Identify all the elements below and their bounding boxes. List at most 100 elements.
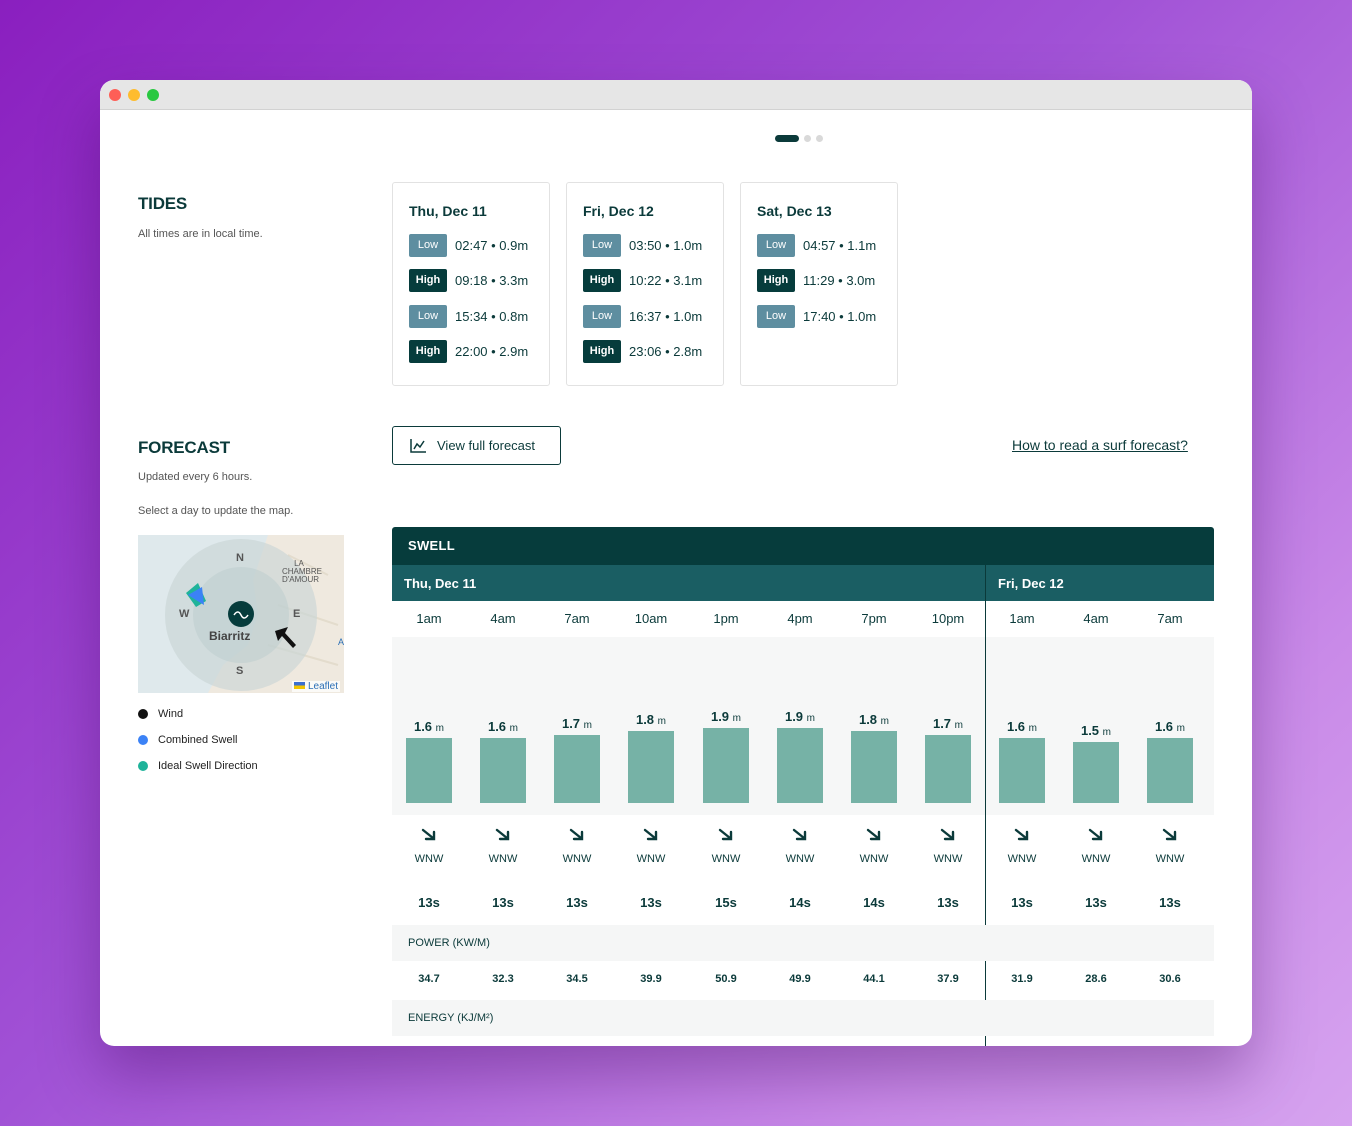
direction-arrow-icon [614,827,688,848]
forecast-updated: Updated every 6 hours. [138,471,253,483]
period-label: 13s [1085,895,1107,910]
view-full-forecast-label: View full forecast [437,438,536,453]
direction-arrow-icon [540,827,614,848]
tide-type-badge: Low [757,233,795,257]
carousel-pager [775,135,823,142]
hour-label: 4pm [787,611,813,626]
tide-time-height: 22:00 • 2.9m [455,344,529,359]
pager-dot[interactable] [804,135,811,142]
hour-label: 1am [1009,611,1035,626]
tide-time-height: 10:22 • 3.1m [629,273,703,288]
direction-label: WNW [1155,853,1185,865]
close-window-button[interactable] [109,88,121,101]
swell-table: SWELL Thu, Dec 11 Fri, Dec 12 POWER (KW/… [392,527,1214,1046]
maximize-window-button[interactable] [147,88,159,101]
hour-label: 10pm [931,611,965,626]
tide-row: High 23:06 • 2.8m [583,340,707,364]
swell-height-bar[interactable] [777,727,823,803]
swell-height-label: 1.8 m [858,712,890,728]
how-to-read-link[interactable]: How to read a surf forecast? [1012,437,1188,453]
period-label: 15s [715,895,737,910]
period-label: 13s [1159,895,1181,910]
hour-label: 4am [490,611,516,626]
tide-time-height: 16:37 • 1.0m [629,308,703,324]
swell-height-label: 1.6 m [1154,719,1186,735]
tide-type-badge: High [583,340,621,363]
swell-height-bar[interactable] [925,734,971,803]
tide-row: Low 16:37 • 1.0m [583,304,707,328]
map-attribution[interactable]: Leaflet [291,681,340,692]
tide-time-height: 11:29 • 3.0m [803,273,876,288]
swell-height-bar[interactable] [628,731,674,803]
chart-icon [410,439,426,453]
pager-dot-active[interactable] [775,135,799,142]
pager-dot[interactable] [816,135,823,142]
swell-height-bar[interactable] [999,738,1045,803]
period-label: 13s [937,895,959,910]
power-value: 31.9 [1011,973,1033,985]
power-value: 39.9 [640,973,662,985]
hour-label: 10am [634,611,668,626]
tide-date: Sat, Dec 13 [757,203,832,219]
tide-time-height: 04:57 • 1.1m [803,237,877,253]
swell-height-bar[interactable] [554,734,600,803]
swell-height-label: 1.6 m [413,719,445,735]
swell-height-label: 1.5 m [1080,722,1112,738]
swell-height-bar[interactable] [1073,741,1119,803]
power-value: 34.5 [566,973,588,985]
hour-label: 7am [564,611,590,626]
tide-date: Fri, Dec 12 [583,203,654,219]
compass-north: N [236,552,244,564]
tide-date: Thu, Dec 11 [409,203,487,219]
swell-height-bar[interactable] [1147,738,1193,803]
tide-row: Low 02:47 • 0.9m [409,233,533,257]
tide-card: Sat, Dec 13 Low 04:57 • 1.1m High 11:29 … [740,182,898,386]
tide-time-height: 17:40 • 1.0m [803,308,877,324]
power-value: 30.6 [1159,973,1181,985]
direction-arrow-icon [392,827,466,848]
legend-item: Ideal Swell Direction [138,760,258,772]
browser-window: TIDES All times are in local time. Thu, … [100,80,1252,1046]
swell-day-row: Thu, Dec 11 Fri, Dec 12 [392,565,1214,601]
direction-label: WNW [1007,853,1037,865]
tide-type-badge: High [409,340,447,363]
direction-arrow-icon [837,827,911,848]
swell-height-label: 1.7 m [932,715,964,731]
swell-height-bar[interactable] [406,738,452,803]
period-label: 13s [640,895,662,910]
minimize-window-button[interactable] [128,88,140,101]
day-label-2[interactable]: Fri, Dec 12 [998,576,1064,591]
direction-label: WNW [1081,853,1111,865]
tide-row: High 11:29 • 3.0m [757,269,881,293]
day-divider [985,601,986,925]
direction-label: WNW [636,853,666,865]
day-label-1[interactable]: Thu, Dec 11 [404,576,477,591]
period-label: 13s [1011,895,1033,910]
swell-height-label: 1.6 m [487,719,519,735]
direction-arrow-icon [763,827,837,848]
tide-type-badge: Low [409,233,447,257]
title-bar [100,80,1252,110]
tide-type-badge: High [583,269,621,292]
map-place-label: LA CHAMBRE D'AMOUR [282,559,323,584]
energy-label: ENERGY (KJ/M²) [392,1000,1214,1036]
power-value: 28.6 [1085,973,1107,985]
direction-label: WNW [859,853,889,865]
swell-height-bar[interactable] [851,731,897,803]
power-value: 49.9 [789,973,811,985]
swell-height-bar[interactable] [703,727,749,803]
swell-map[interactable]: N S E W Biarritz LA CHAMBRE D'AMOUR A Leaf… [138,535,344,693]
legend-label: Ideal Swell Direction [158,760,258,772]
legend-item: Wind [138,708,183,720]
tide-type-badge: Low [583,233,621,257]
swell-height-label: 1.9 m [710,708,742,724]
hour-label: 4am [1083,611,1109,626]
period-label: 13s [492,895,514,910]
legend-item: Combined Swell [138,734,237,746]
legend-dot [138,709,148,719]
period-label: 13s [418,895,440,910]
swell-height-bar[interactable] [480,738,526,803]
power-value: 44.1 [863,973,885,985]
view-full-forecast-button[interactable]: View full forecast [392,426,561,465]
tide-time-height: 15:34 • 0.8m [455,308,529,324]
